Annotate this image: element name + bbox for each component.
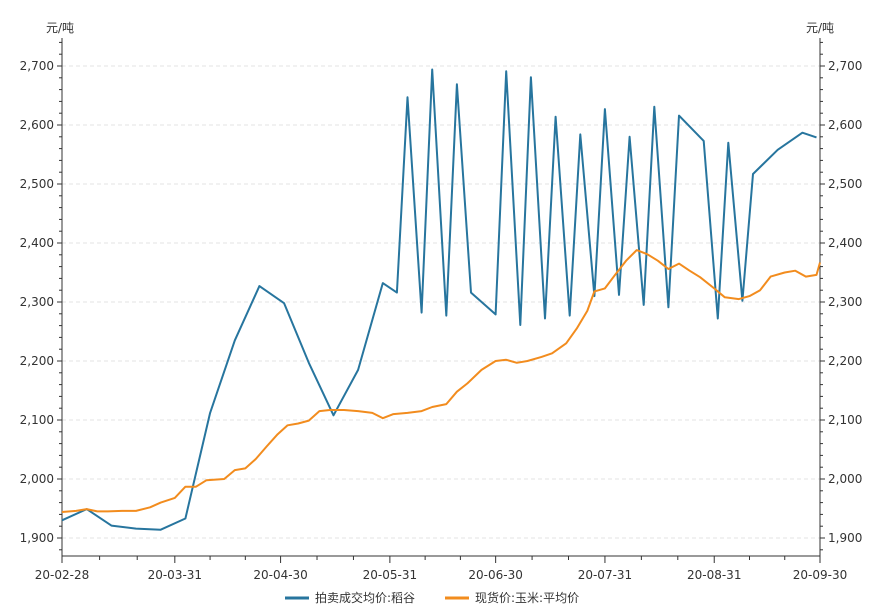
right-y-tick-label: 2,300 <box>828 295 862 309</box>
left-y-tick-label: 2,000 <box>20 472 54 486</box>
left-y-tick-label: 2,500 <box>20 177 54 191</box>
right-axis-unit-label: 元/吨 <box>806 21 834 35</box>
left-axis-unit-label: 元/吨 <box>46 21 74 35</box>
left-y-tick-label: 2,600 <box>20 118 54 132</box>
right-y-tick-label: 1,900 <box>828 531 862 545</box>
left-y-tick-label: 2,300 <box>20 295 54 309</box>
x-tick-label: 20-09-30 <box>793 568 847 582</box>
x-tick-label: 20-04-30 <box>253 568 307 582</box>
right-y-tick-label: 2,100 <box>828 413 862 427</box>
axes: 1,900 1,900 2,000 2,000 2,100 2,100 2,200 2,200… <box>20 38 862 582</box>
right-y-tick-label: 2,200 <box>828 354 862 368</box>
x-tick-label: 20-03-31 <box>148 568 202 582</box>
right-y-tick-label: 2,400 <box>828 236 862 250</box>
series-line-rice-auction <box>61 68 817 531</box>
legend-label: 拍卖成交均价:稻谷 <box>315 590 415 605</box>
left-y-tick-label: 2,200 <box>20 354 54 368</box>
x-tick-label: 20-05-31 <box>363 568 417 582</box>
right-y-tick-label: 2,000 <box>828 472 862 486</box>
legend: 拍卖成交均价:稻谷 现货价:玉米:平均价 <box>285 590 579 605</box>
x-tick-label: 20-08-31 <box>687 568 741 582</box>
left-y-tick-label: 1,900 <box>20 531 54 545</box>
left-y-tick-label: 2,700 <box>20 59 54 73</box>
series-line-corn-spot <box>61 249 821 513</box>
x-tick-label: 20-06-30 <box>468 568 522 582</box>
legend-label: 现货价:玉米:平均价 <box>475 590 579 605</box>
x-tick-label: 20-07-31 <box>578 568 632 582</box>
right-y-tick-label: 2,600 <box>828 118 862 132</box>
left-y-tick-label: 2,400 <box>20 236 54 250</box>
series-lines <box>61 68 821 531</box>
right-y-tick-label: 2,500 <box>828 177 862 191</box>
grid-lines <box>62 65 820 539</box>
x-tick-label: 20-02-28 <box>35 568 89 582</box>
right-y-tick-label: 2,700 <box>828 59 862 73</box>
left-y-tick-label: 2,100 <box>20 413 54 427</box>
